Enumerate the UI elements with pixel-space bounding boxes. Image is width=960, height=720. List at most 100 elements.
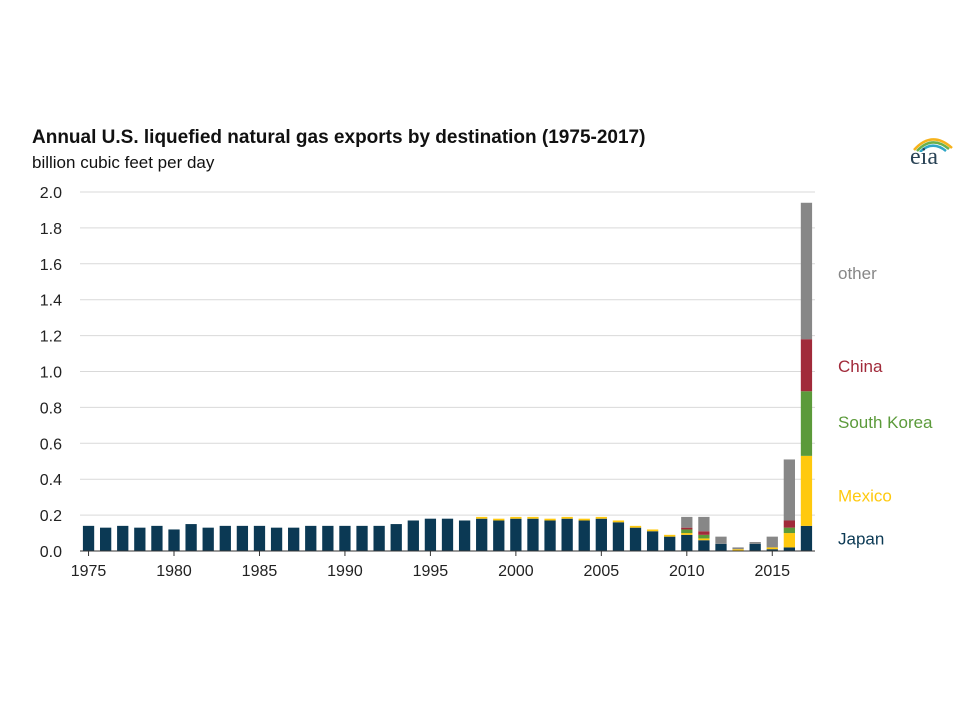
bar-japan-1984 (236, 525, 249, 551)
bar-japan-2001 (527, 518, 539, 551)
y-tick-label: 1.6 (40, 257, 62, 274)
bar-mexico-2015 (766, 547, 778, 550)
bar-japan-1987 (288, 527, 300, 551)
x-tick-label: 2010 (669, 563, 705, 580)
y-tick-label: 0.2 (40, 508, 62, 525)
bar-japan-2011 (698, 540, 710, 551)
bar-other-2011 (698, 516, 710, 532)
bars (82, 202, 813, 551)
bar-japan-2008 (646, 531, 659, 551)
y-tick-label: 1.0 (40, 365, 62, 382)
bar-mexico-1998 (476, 516, 488, 519)
legend-label-japan: Japan (838, 529, 884, 548)
bar-south-korea-2017 (800, 391, 813, 456)
x-tick-label: 1990 (327, 563, 363, 580)
y-tick-label: 0.0 (40, 544, 62, 561)
bar-japan-1990 (339, 525, 351, 551)
bar-mexico-2017 (800, 455, 813, 526)
bar-japan-1975 (82, 525, 95, 551)
y-tick-label: 0.4 (40, 472, 62, 489)
bar-other-2014 (749, 542, 761, 544)
y-tick-label: 0.8 (40, 400, 62, 417)
bar-south-korea-2010 (681, 529, 693, 534)
axes: 0.0 0.2 0.4 0.6 0.8 1.0 1.2 1.4 1.6 1.8 2.0 1975 198… (40, 185, 815, 580)
bar-japan-2000 (510, 518, 522, 551)
bar-mexico-2005 (595, 516, 607, 519)
bar-other-2017 (800, 202, 813, 340)
bar-japan-1977 (117, 525, 129, 551)
bar-mexico-2013 (732, 549, 744, 551)
bar-japan-1981 (185, 524, 197, 551)
legend-label-china: China (838, 357, 883, 376)
bar-japan-1995 (424, 518, 437, 551)
bar-japan-1997 (458, 520, 471, 551)
x-tick-label: 2005 (584, 563, 620, 580)
y-tick-label: 1.2 (40, 329, 62, 346)
bar-japan-1986 (270, 527, 283, 551)
bar-japan-2017 (800, 525, 813, 551)
bar-japan-2004 (578, 520, 590, 551)
bar-japan-1992 (373, 525, 385, 551)
bar-mexico-2010 (681, 533, 693, 535)
bar-mexico-2008 (646, 529, 659, 532)
bar-mexico-2007 (629, 525, 642, 528)
bar-japan-1979 (151, 525, 163, 551)
eia-logo: eia (904, 132, 960, 172)
bar-japan-1996 (441, 518, 454, 551)
x-tick-label: 1980 (156, 563, 192, 580)
bar-japan-1980 (168, 529, 180, 551)
bar-japan-1994 (407, 520, 419, 551)
y-tick-label: 1.8 (40, 221, 62, 238)
x-tick-label: 2015 (754, 563, 790, 580)
bar-japan-2016 (783, 547, 796, 551)
x-tick-label: 1985 (242, 563, 278, 580)
bar-japan-2007 (629, 527, 642, 551)
y-tick-label: 0.6 (40, 436, 62, 453)
bar-japan-2010 (681, 534, 693, 551)
bar-other-2010 (681, 516, 693, 528)
x-tick-label: 1975 (71, 563, 107, 580)
bar-japan-2006 (612, 522, 625, 551)
bar-mexico-2011 (698, 538, 710, 541)
bar-japan-1999 (493, 520, 505, 551)
bar-china-2017 (800, 339, 813, 392)
eia-logo-text: eia (910, 144, 938, 170)
bar-mexico-2000 (510, 516, 522, 519)
bar-japan-1976 (99, 527, 112, 551)
bar-japan-1978 (134, 527, 146, 551)
bar-mexico-2002 (544, 518, 556, 521)
bar-south-korea-2016 (783, 527, 796, 534)
bar-japan-1982 (202, 527, 214, 551)
bar-mexico-2009 (664, 534, 676, 537)
legend-label-mexico: Mexico (838, 486, 892, 505)
bar-other-2013 (732, 547, 744, 550)
bar-japan-1989 (322, 525, 334, 551)
y-tick-label: 1.4 (40, 293, 62, 310)
bar-other-2015 (766, 536, 778, 548)
bar-mexico-2003 (561, 516, 573, 519)
bar-japan-2005 (595, 518, 607, 551)
x-tick-label: 2000 (498, 563, 534, 580)
bar-japan-2015 (766, 549, 778, 551)
legend-label-south-korea: South Korea (838, 413, 933, 432)
bar-japan-1998 (476, 518, 488, 551)
bar-japan-1988 (305, 525, 317, 551)
chart-subtitle: billion cubic feet per day (32, 153, 215, 172)
bar-mexico-2016 (783, 533, 796, 548)
bar-japan-2009 (664, 536, 676, 551)
bar-other-2012 (715, 536, 727, 544)
bar-mexico-2001 (527, 516, 539, 519)
chart-title: Annual U.S. liquefied natural gas export… (32, 127, 646, 148)
bar-other-2016 (783, 459, 796, 521)
y-tick-label: 2.0 (40, 185, 62, 202)
bar-japan-1985 (253, 525, 266, 551)
bar-japan-2012 (715, 543, 727, 551)
bar-south-korea-2011 (698, 534, 710, 539)
bar-mexico-2006 (612, 520, 625, 523)
eia-sunrise-icon (913, 138, 953, 153)
bar-japan-2003 (561, 518, 573, 551)
bar-mexico-1999 (493, 518, 505, 521)
bar-china-2010 (681, 527, 693, 530)
legend: other China South Korea Mexico Japan (838, 264, 933, 549)
